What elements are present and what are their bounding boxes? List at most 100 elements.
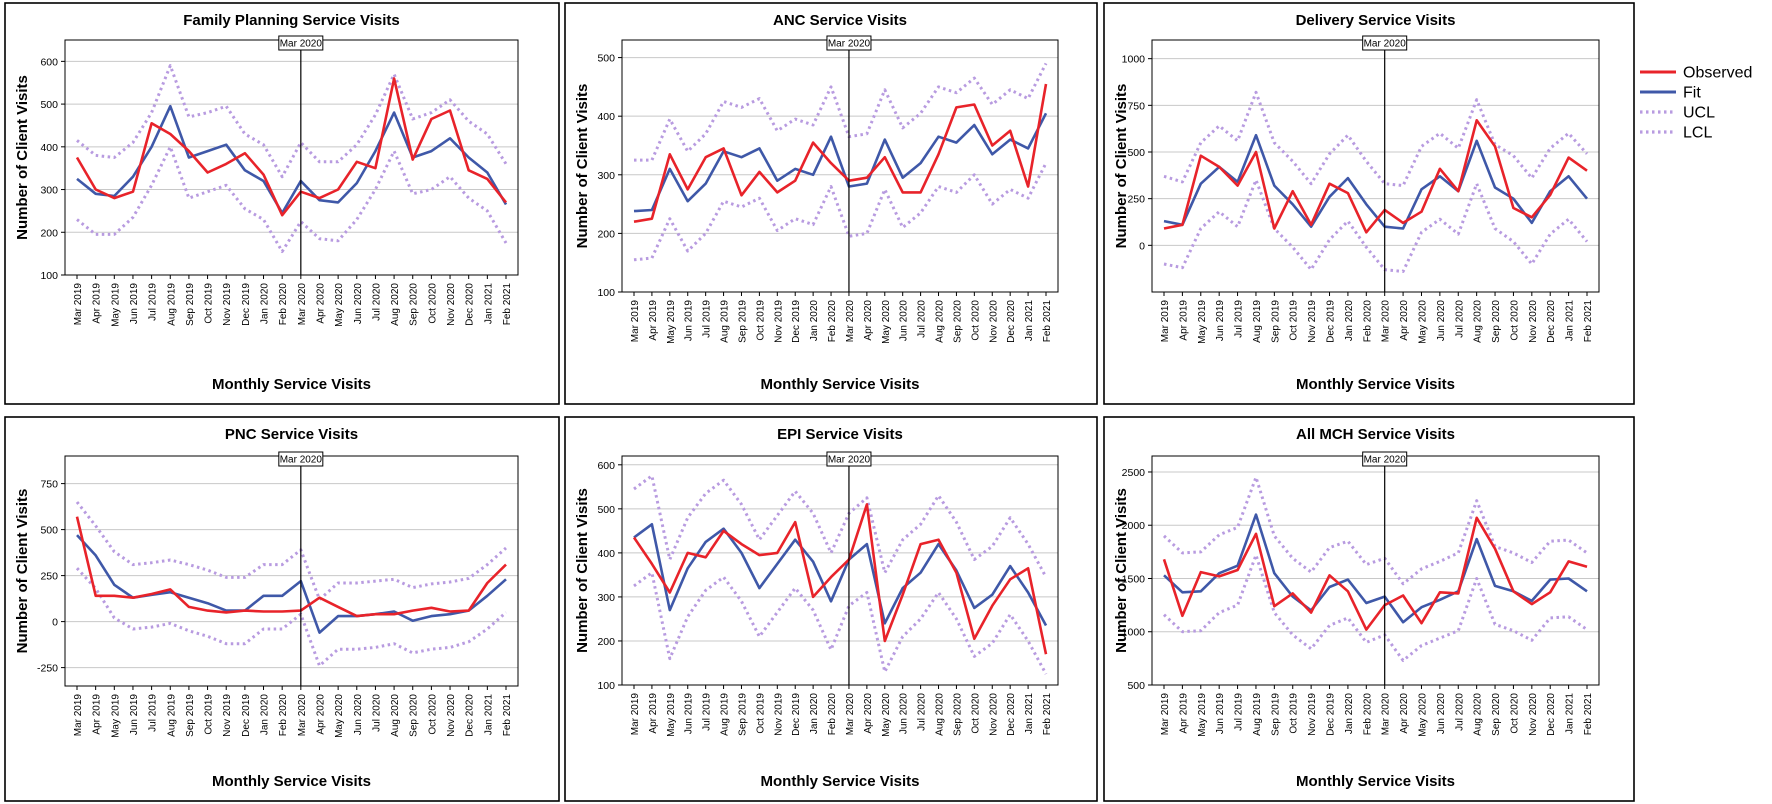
- x-tick-label: Jan 2020: [1344, 693, 1355, 735]
- x-tick-label: Feb 2020: [1362, 693, 1373, 736]
- x-tick-label: Feb 2020: [827, 693, 838, 736]
- series-line-observed: [1163, 119, 1588, 234]
- x-tick-label: Oct 2020: [427, 694, 438, 735]
- x-tick-label: Dec 2020: [465, 283, 476, 326]
- x-tick-label: Sep 2020: [409, 283, 420, 326]
- y-tick-label: 300: [40, 185, 58, 197]
- x-tick-label: Apr 2020: [1399, 693, 1410, 734]
- x-tick-label: Aug 2019: [166, 283, 177, 326]
- legend-label-fit: Fit: [1683, 85, 1701, 102]
- chart-panel-5: EPI Service Visits 100 200 300 400 500 600 Mar …: [564, 416, 1098, 802]
- y-tick-label: 1000: [1122, 627, 1146, 639]
- x-tick-label: Mar 2020: [845, 300, 856, 343]
- x-tick-label: Mar 2019: [1160, 300, 1171, 343]
- intervention-label: Mar 2020: [280, 39, 323, 50]
- x-tick-label: Mar 2019: [73, 694, 84, 737]
- x-tick-label: Oct 2019: [755, 300, 766, 341]
- x-tick-label: Feb 2021: [1583, 300, 1594, 343]
- legend-label-observed: Observed: [1683, 65, 1752, 82]
- x-tick-label: Oct 2020: [1509, 300, 1520, 341]
- x-tick-label: May 2019: [666, 693, 677, 737]
- x-tick-label: Feb 2021: [1583, 693, 1594, 736]
- y-axis-title: Number of Client Visits: [14, 75, 31, 240]
- x-tick-label: Jun 2020: [1436, 693, 1447, 735]
- panel-frame: [1103, 416, 1635, 802]
- x-tick-label: Dec 2020: [1006, 300, 1017, 343]
- y-tick-label: 1000: [1122, 54, 1146, 66]
- series-line-observed: [1162, 516, 1588, 631]
- x-tick-label: Feb 2020: [1362, 300, 1373, 343]
- y-tick-label: 600: [597, 460, 615, 472]
- x-tick-label: Aug 2020: [390, 694, 401, 737]
- x-tick-label: Sep 2019: [1270, 693, 1281, 736]
- panel-frame: [564, 416, 1098, 802]
- x-tick-label: May 2019: [110, 694, 121, 738]
- legend: Observed Fit UCL LCL: [1640, 65, 1752, 142]
- y-tick-label: 500: [40, 99, 58, 111]
- intervention-label: Mar 2020: [1364, 39, 1407, 50]
- x-axis-title: Monthly Service Visits: [1296, 376, 1455, 393]
- x-tick-label: Mar 2019: [73, 283, 84, 326]
- x-tick-label: May 2020: [1417, 693, 1428, 737]
- x-tick-label: Dec 2020: [465, 694, 476, 737]
- y-tick-label: 500: [597, 53, 615, 65]
- chart-title: Delivery Service Visits: [1296, 12, 1456, 29]
- x-tick-label: Aug 2019: [720, 300, 731, 343]
- x-tick-label: Dec 2020: [1546, 300, 1557, 343]
- x-tick-label: Jan 2021: [1024, 693, 1035, 735]
- intervention-label-box: [826, 35, 872, 51]
- series-line-fit: [633, 522, 1048, 627]
- y-tick-label: 500: [1127, 680, 1145, 692]
- x-tick-label: Sep 2020: [1491, 693, 1502, 736]
- x-tick-label: Feb 2021: [1042, 693, 1053, 736]
- x-tick-label: Mar 2020: [297, 283, 308, 326]
- x-tick-label: Jun 2020: [1436, 300, 1447, 342]
- series-line-observed: [633, 83, 1048, 223]
- panel-frame: [4, 416, 560, 802]
- x-tick-label: May 2019: [110, 283, 121, 327]
- x-axis-title: Monthly Service Visits: [212, 773, 371, 790]
- x-tick-label: Apr 2019: [92, 694, 103, 735]
- y-tick-label: 500: [40, 525, 58, 537]
- series-line-observed: [75, 77, 508, 217]
- x-tick-label: May 2020: [334, 283, 345, 327]
- x-tick-label: Sep 2019: [737, 300, 748, 343]
- x-tick-label: Jun 2019: [684, 693, 695, 735]
- x-tick-label: Jun 2019: [1215, 300, 1226, 342]
- x-tick-label: Jun 2020: [353, 694, 364, 736]
- x-tick-label: Apr 2020: [315, 694, 326, 735]
- series-line-fit: [1163, 133, 1589, 230]
- x-tick-label: Dec 2019: [791, 693, 802, 736]
- x-tick-label: May 2020: [881, 693, 892, 737]
- intervention-label-box: [278, 35, 324, 51]
- chart-panel-3: Delivery Service Visits 0 250 500 750 1000 Mar…: [1103, 2, 1635, 405]
- x-tick-label: Apr 2019: [648, 300, 659, 341]
- series-line-observed: [632, 503, 1048, 655]
- x-tick-label: Jul 2019: [1234, 300, 1245, 338]
- x-axis-title: Monthly Service Visits: [1296, 773, 1455, 790]
- x-tick-label: Jun 2020: [899, 693, 910, 735]
- y-axis-title: Number of Client Visits: [574, 84, 591, 249]
- x-tick-label: Nov 2020: [446, 694, 457, 737]
- x-tick-label: Mar 2020: [1381, 300, 1392, 343]
- x-tick-label: Jan 2020: [1344, 300, 1355, 342]
- x-tick-label: Feb 2020: [278, 694, 289, 737]
- legend-label-ucl: UCL: [1683, 105, 1715, 122]
- x-tick-label: Jul 2019: [702, 693, 713, 731]
- chart-title: Family Planning Service Visits: [183, 12, 399, 29]
- y-tick-label: 300: [597, 170, 615, 182]
- x-tick-label: Mar 2020: [297, 694, 308, 737]
- x-tick-label: Oct 2020: [1509, 693, 1520, 734]
- x-tick-label: Jan 2021: [1565, 693, 1576, 735]
- series-line-ucl: [634, 62, 1048, 162]
- intervention-label: Mar 2020: [828, 39, 871, 50]
- intervention-label: Mar 2020: [1364, 455, 1407, 466]
- x-tick-label: Nov 2019: [1307, 300, 1318, 343]
- x-tick-label: Aug 2019: [1252, 300, 1263, 343]
- x-tick-label: Sep 2020: [952, 693, 963, 736]
- x-tick-label: Sep 2020: [952, 300, 963, 343]
- x-tick-label: Aug 2020: [390, 283, 401, 326]
- series-line-lcl: [75, 567, 507, 668]
- y-tick-label: 200: [40, 227, 58, 239]
